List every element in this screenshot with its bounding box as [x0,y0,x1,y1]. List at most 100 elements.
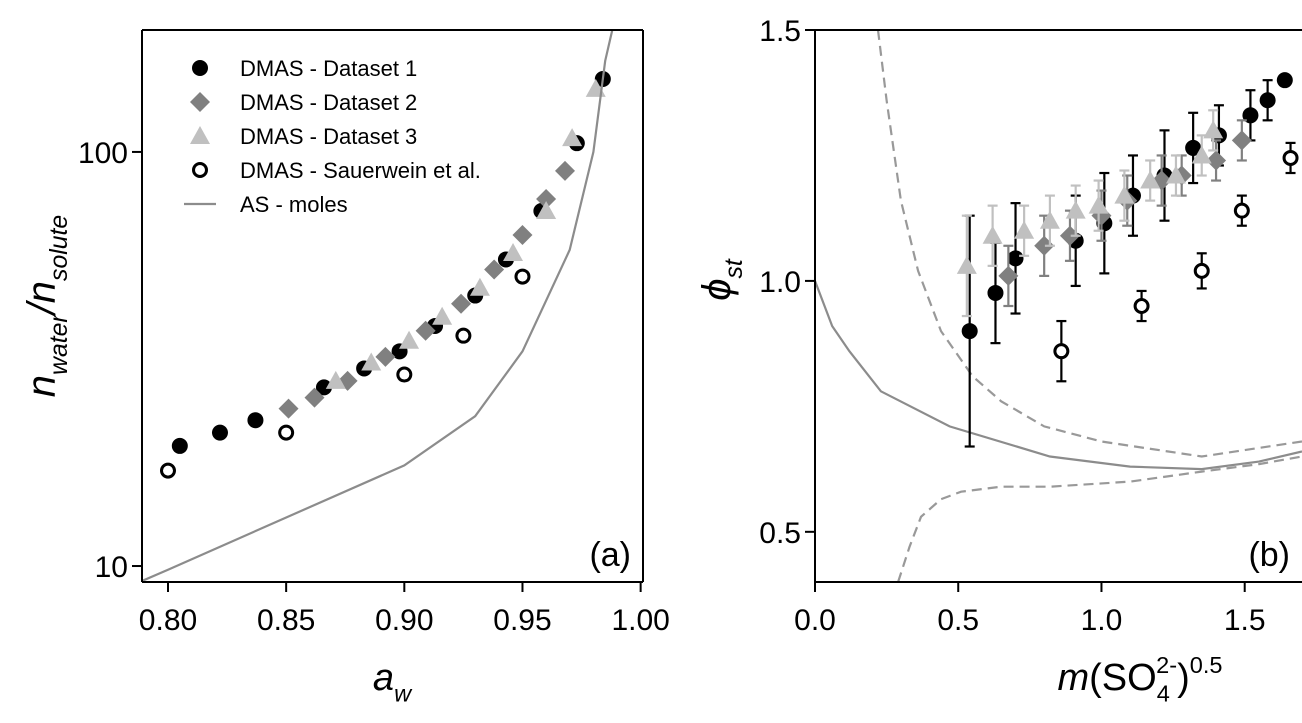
point [361,352,382,371]
y-axis-label: nwater/nsolute [20,215,73,397]
x-tick-label: 0.90 [375,604,433,637]
point [1203,120,1224,139]
panel-label: (a) [589,536,631,574]
point [399,330,420,349]
point [956,255,977,274]
x-tick-label: 1.00 [611,604,669,637]
point [1185,139,1202,156]
plot-area [142,30,614,582]
point [396,366,413,383]
point [1191,145,1212,164]
y-axis-label-part: water [46,313,73,375]
x-axis-label: m(SO42-)0.5 [1058,652,1223,707]
x-tick-label: 0.95 [493,604,551,637]
y-axis-label-part: st [721,258,748,278]
legend-label: DMAS - Dataset 1 [240,56,417,81]
point [278,424,295,441]
y-axis-label: ϕst [695,258,748,301]
x-axis-label-part: ) [1177,657,1190,699]
point [247,412,264,429]
point [455,327,472,344]
point [555,160,576,181]
point [1165,165,1186,184]
point [987,284,1004,301]
point [536,201,557,220]
point [315,379,332,396]
y-tick-label: 100 [78,137,128,170]
point [1231,130,1252,151]
point [484,259,505,280]
point [1193,262,1210,279]
point [451,293,472,314]
point [304,387,325,408]
y-axis-label-part: / [20,299,64,317]
point [1259,92,1276,109]
point [1065,200,1086,219]
y-tick-label: 10 [95,551,128,584]
x-tick-label: 1.5 [1224,604,1266,637]
point [512,225,533,246]
dashed-curve [876,30,1302,458]
point [982,225,1003,244]
point [415,320,436,341]
point [1088,195,1109,214]
x-tick-label: 1.0 [1081,604,1123,637]
point [514,268,531,285]
x-axis-label-part: (SO [1089,657,1157,699]
x-tick-label: 0.80 [139,604,197,637]
y-axis-label-part: ϕ [695,279,739,301]
y-axis-label-part: solute [46,215,73,281]
point [998,265,1019,286]
legend-label: DMAS - Dataset 3 [240,124,417,149]
point [503,243,524,262]
y-tick-label: 0.5 [759,517,801,550]
point [1276,72,1293,89]
point [432,306,453,325]
y-tick-label: 1.0 [759,266,801,299]
point [1233,202,1250,219]
point [1053,343,1070,360]
point [325,370,346,389]
point [1114,185,1135,204]
x-axis-label-part: 4 [1157,680,1170,706]
x-tick-label: 0.85 [257,604,315,637]
x-axis-label-part: m [1058,657,1090,699]
legend-label: DMAS - Sauerwein et al. [240,158,481,183]
point [1133,298,1150,314]
legend-swatch [192,162,208,178]
y-axis-label-part: n [20,281,64,303]
legend-swatch [190,126,210,144]
point [278,398,299,419]
point [1007,250,1024,267]
point [961,323,978,340]
dashed-curve [897,455,1302,582]
x-axis-label: aw [373,657,413,706]
point [562,128,583,147]
point [469,277,490,296]
point [211,424,228,441]
x-axis-label-part: a [373,657,394,699]
legend-label: DMAS - Dataset 2 [240,90,417,115]
curve [142,30,614,582]
point [171,437,188,454]
x-tick-label: 0.0 [794,604,836,637]
legend-swatch [190,92,210,112]
point [1140,170,1161,189]
x-axis-label-part: 0.5 [1190,652,1223,678]
point [1039,210,1060,229]
legend-label: AS - moles [240,192,348,217]
panel-label: (b) [1248,536,1290,574]
point [375,346,396,367]
x-axis-label-part: 2- [1156,652,1177,678]
point [159,462,176,479]
x-tick-label: 0.5 [937,604,979,637]
plot-area [815,30,1302,582]
curve [815,280,1302,471]
point [1206,150,1227,171]
legend-swatch [192,60,208,76]
point [1282,149,1299,166]
y-axis-label-part: n [20,375,64,397]
x-axis-label-part: w [394,680,413,706]
